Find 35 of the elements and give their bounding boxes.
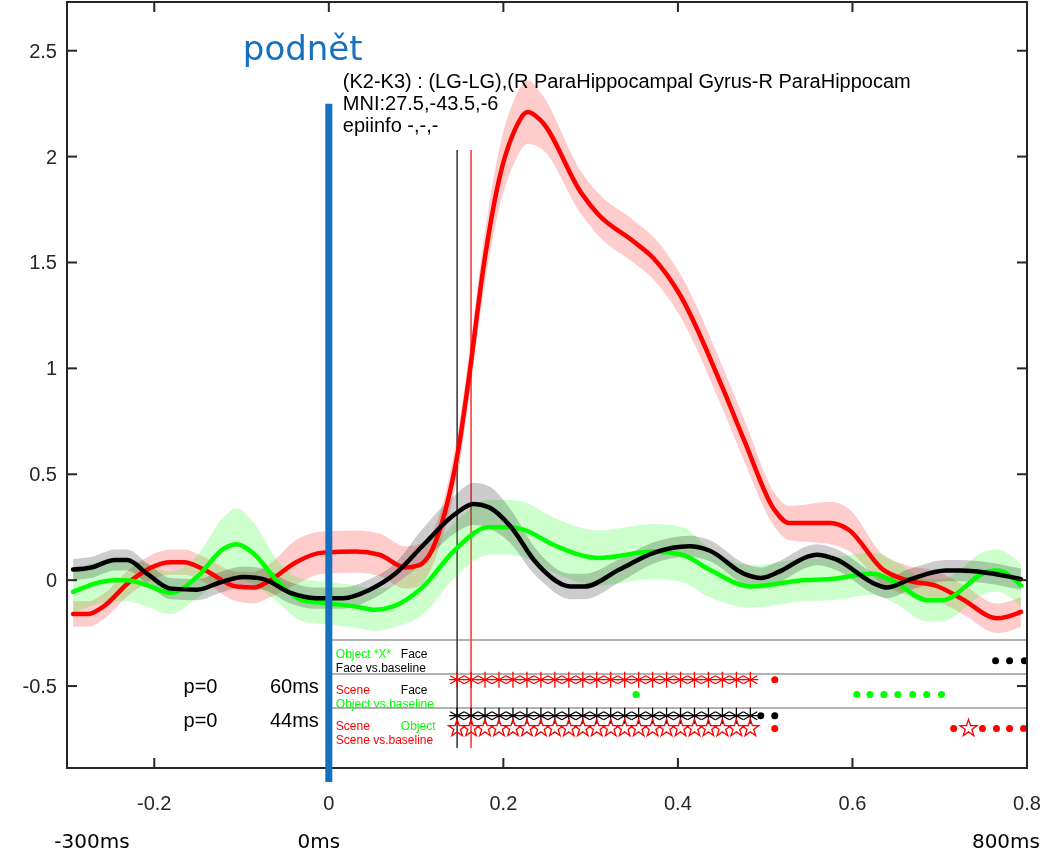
annotation: Object vs.baseline: [335, 697, 435, 711]
line-series: [70, 501, 1024, 601]
annotation: (K2-K3) : (LG-LG),(R ParaHippocampal Gyrus-R ParaHippocam: [342, 70, 911, 92]
annotation: Scene: [335, 683, 371, 697]
annotation: epiinfo -,-,-: [342, 114, 439, 136]
annotation: 44ms: [269, 708, 319, 731]
ref-line-label: podnět: [242, 28, 363, 68]
x-tick-label: 0.4: [664, 792, 692, 814]
annotation: Object: [400, 719, 437, 733]
y-tick-label: -0.5: [22, 675, 57, 698]
annotation: MNI:27.5,-43.5,-6: [342, 92, 499, 114]
annotation: Object *X*: [335, 647, 392, 661]
annotation: 60ms: [269, 675, 319, 698]
x-tick-label: 0.2: [489, 792, 518, 814]
text: 800ms: [971, 829, 1040, 853]
text: 0ms: [297, 829, 341, 853]
x-tick-label: -0.2: [137, 792, 172, 814]
x-tick-label: 0: [323, 792, 335, 814]
y-tick-label: 0: [45, 569, 57, 592]
annotation: Scene vs.baseline: [335, 733, 434, 747]
y-tick-label: 1.5: [29, 251, 57, 274]
annotation: Scene: [335, 719, 371, 733]
annotation: Face: [400, 683, 428, 697]
line-series: [70, 524, 1024, 613]
y-tick-label: 2.5: [29, 39, 57, 62]
annotation: Face: [400, 647, 428, 661]
y-tick-label: 0.5: [29, 463, 57, 486]
x-tick-label: 0.8: [1013, 792, 1041, 814]
x-tick-label: 0.6: [838, 792, 867, 814]
y-tick-label: 1: [45, 357, 57, 380]
y-tick-label: 2: [45, 145, 57, 168]
text: -300ms: [54, 829, 130, 853]
annotation: Face vs.baseline: [335, 661, 427, 675]
annotation: p=0: [183, 708, 218, 731]
annotation: p=0: [183, 675, 218, 698]
